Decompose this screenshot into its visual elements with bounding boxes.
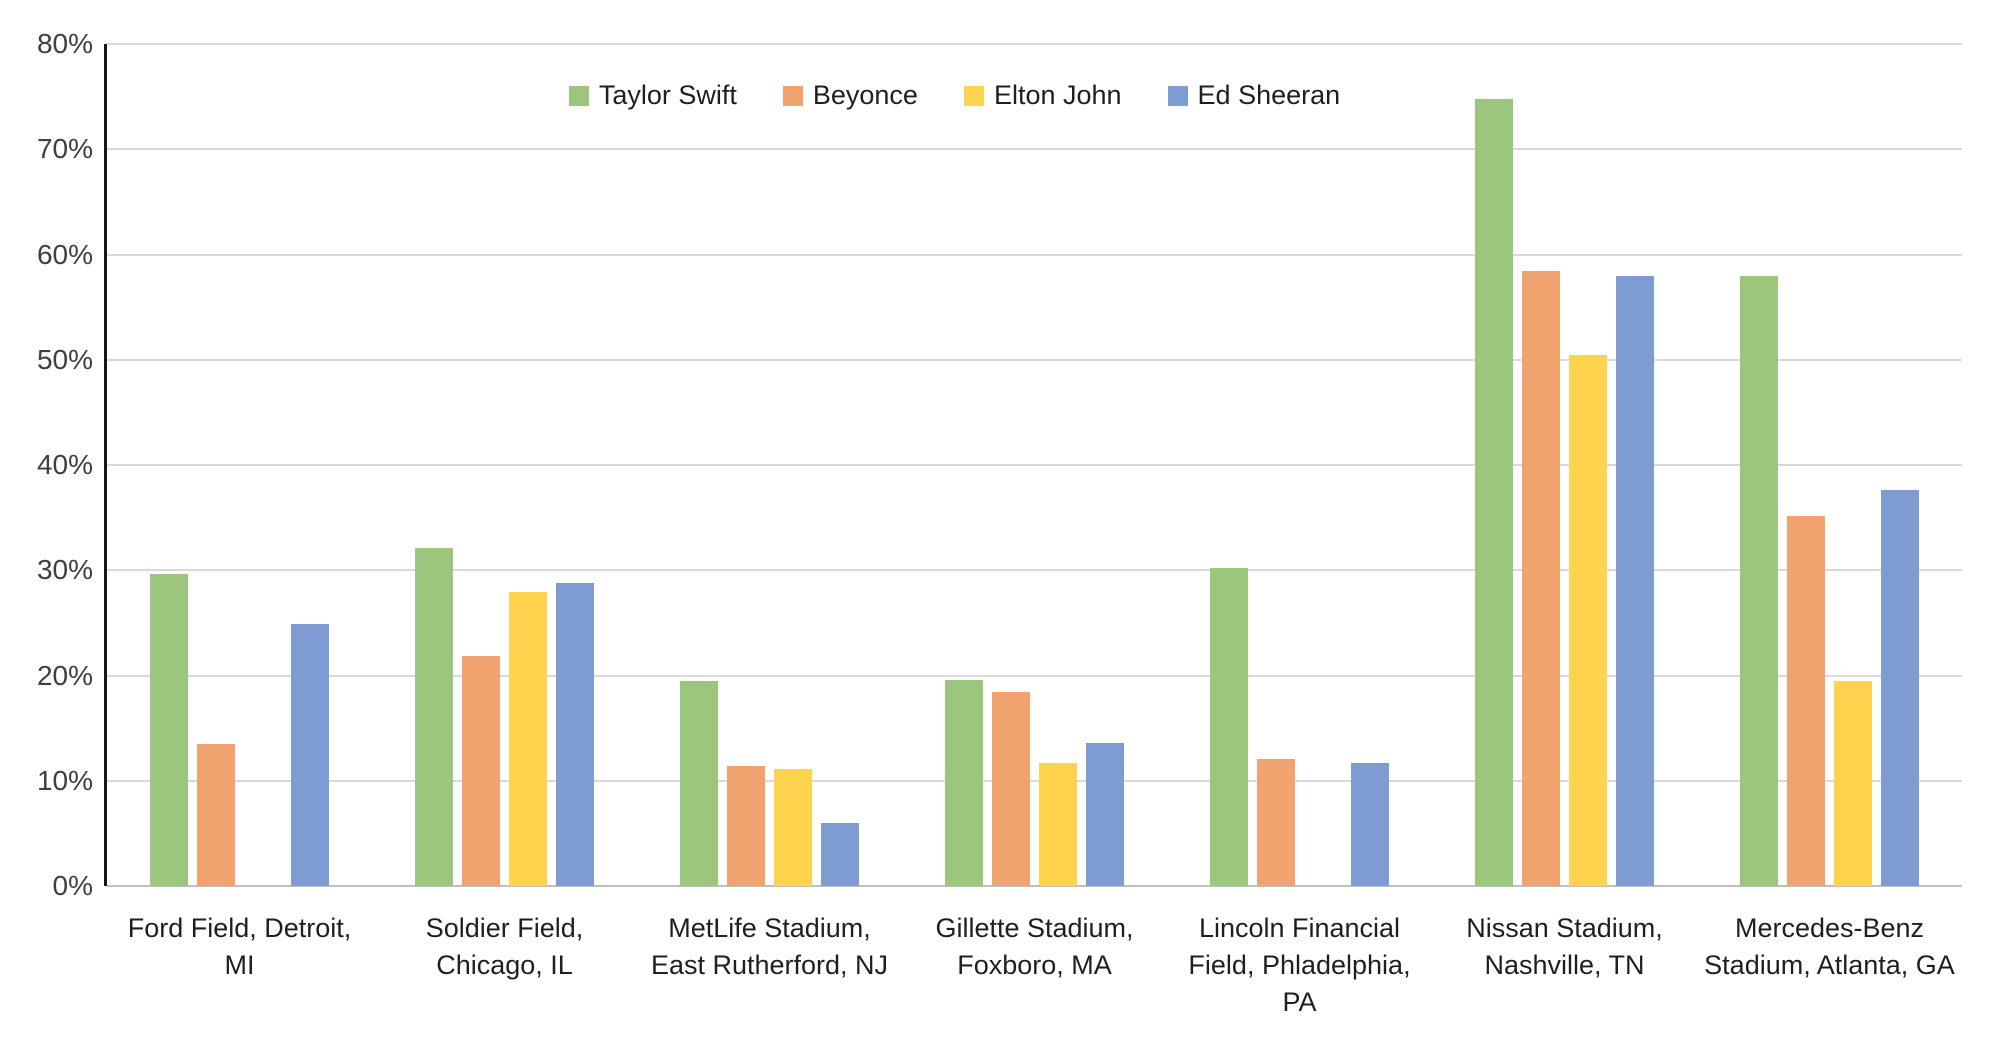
bar-elton-john-nissan-stadium-nashville-tn	[1569, 354, 1607, 886]
gridline-50pct	[107, 358, 1962, 361]
bar-taylor-swift-soldier-field-chicago-il	[415, 548, 453, 886]
gridline-0pct	[107, 885, 1962, 887]
bar-ed-sheeran-mercedes-benz-stadium-atlanta-ga	[1881, 490, 1919, 886]
bar-group-mercedes-benz-stadium-atlanta-ga	[1697, 44, 1962, 886]
gridline-20pct	[107, 674, 1962, 677]
legend-label-ed-sheeran: Ed Sheeran	[1197, 80, 1341, 110]
x-axis-label-ford-field-detroit-mi: Ford Field, Detroit, MI	[127, 913, 352, 980]
bar-group-ford-field-detroit-mi	[107, 44, 372, 886]
bar-group-gillette-stadium-foxboro-ma	[902, 44, 1167, 886]
bar-group-lincoln-financial-field-phladelphia-pa	[1167, 44, 1432, 886]
x-axis-label-nissan-stadium-nashville-tn: Nissan Stadium, Nashville, TN	[1466, 913, 1663, 980]
bar-beyonce-nissan-stadium-nashville-tn	[1522, 271, 1560, 886]
bar-beyonce-soldier-field-chicago-il	[462, 655, 500, 886]
legend-item-elton-john: Elton John	[963, 80, 1122, 111]
bar-ed-sheeran-lincoln-financial-field-phladelphia-pa	[1351, 762, 1389, 886]
plot-area: 0% 10% 20% 30% 40% 50% 60% 70% 80%	[37, 30, 1962, 900]
bar-group-nissan-stadium-nashville-tn	[1432, 44, 1697, 886]
gridline-60pct	[107, 253, 1962, 256]
bar-ed-sheeran-metlife-stadium-east-rutherford-nj	[821, 822, 859, 886]
bar-ed-sheeran-ford-field-detroit-mi	[291, 623, 329, 886]
y-tick-label-0pct: 0%	[52, 870, 93, 901]
x-axis-label-gillette-stadium-foxboro-ma: Gillette Stadium, Foxboro, MA	[935, 913, 1134, 980]
x-axis-label-lincoln-financial-field-phladelphia-pa: Lincoln Financial Field, Phladelphia, PA	[1188, 913, 1411, 1017]
bar-ed-sheeran-gillette-stadium-foxboro-ma	[1086, 742, 1124, 886]
bar-beyonce-gillette-stadium-foxboro-ma	[992, 692, 1030, 886]
y-axis-line	[104, 44, 107, 886]
legend-item-taylor-swift: Taylor Swift	[568, 80, 737, 111]
legend-item-beyonce: Beyonce	[782, 80, 918, 111]
bar-taylor-swift-ford-field-detroit-mi	[150, 574, 188, 886]
legend-label-taylor-swift: Taylor Swift	[598, 80, 737, 110]
bar-taylor-swift-gillette-stadium-foxboro-ma	[945, 679, 983, 886]
bar-beyonce-ford-field-detroit-mi	[197, 743, 235, 886]
bar-elton-john-gillette-stadium-foxboro-ma	[1039, 762, 1077, 886]
y-tick-label-30pct: 30%	[36, 554, 93, 586]
bar-ed-sheeran-nissan-stadium-nashville-tn	[1616, 275, 1654, 886]
bar-group-metlife-stadium-east-rutherford-nj	[637, 44, 902, 886]
bar-beyonce-lincoln-financial-field-phladelphia-pa	[1257, 758, 1295, 886]
bar-beyonce-metlife-stadium-east-rutherford-nj	[727, 766, 765, 886]
legend-swatch-icon-ed-sheeran	[1167, 85, 1188, 106]
y-tick-label-50pct: 50%	[36, 343, 93, 375]
gridline-30pct	[107, 569, 1962, 572]
x-axis-label-metlife-stadium-east-rutherford-nj: MetLife Stadium, East Rutherford, NJ	[650, 913, 889, 980]
bar-taylor-swift-lincoln-financial-field-phladelphia-pa	[1210, 568, 1248, 886]
legend-label-beyonce: Beyonce	[812, 80, 918, 110]
y-tick-label-80pct: 80%	[36, 28, 93, 59]
y-tick-label-40pct: 40%	[36, 449, 93, 480]
bar-ed-sheeran-soldier-field-chicago-il	[556, 582, 594, 886]
bar-group-soldier-field-chicago-il	[372, 44, 637, 886]
bar-elton-john-mercedes-benz-stadium-atlanta-ga	[1834, 680, 1872, 886]
bar-beyonce-mercedes-benz-stadium-atlanta-ga	[1787, 515, 1825, 886]
y-tick-label-60pct: 60%	[36, 238, 93, 270]
y-tick-label-20pct: 20%	[36, 659, 93, 691]
legend-swatch-icon-elton-john	[963, 85, 984, 106]
legend-swatch-icon-taylor-swift	[568, 85, 589, 106]
legend-item-ed-sheeran: Ed Sheeran	[1167, 80, 1341, 111]
x-axis-label-soldier-field-chicago-il: Soldier Field, Chicago, IL	[425, 913, 584, 980]
chart-legend: Taylor Swift Beyonce Elton John Ed Sheeran	[107, 80, 1802, 111]
gridline-80pct	[107, 43, 1962, 45]
bar-elton-john-soldier-field-chicago-il	[509, 592, 547, 886]
bar-taylor-swift-mercedes-benz-stadium-atlanta-ga	[1740, 275, 1778, 886]
x-axis-label-mercedes-benz-stadium-atlanta-ga: Mercedes-Benz Stadium, Atlanta, GA	[1704, 913, 1955, 980]
bar-taylor-swift-nissan-stadium-nashville-tn	[1475, 98, 1513, 886]
bar-taylor-swift-metlife-stadium-east-rutherford-nj	[680, 680, 718, 886]
legend-label-elton-john: Elton John	[993, 80, 1122, 110]
gridline-10pct	[107, 779, 1962, 782]
gridline-40pct	[107, 464, 1962, 466]
x-axis-labels: Ford Field, Detroit, MI Soldier Field, Ch…	[107, 910, 1962, 1040]
gridline-70pct	[107, 148, 1962, 151]
legend-swatch-icon-beyonce	[782, 85, 803, 106]
bar-elton-john-metlife-stadium-east-rutherford-nj	[774, 769, 812, 886]
y-tick-label-10pct: 10%	[36, 764, 93, 796]
y-tick-label-70pct: 70%	[36, 133, 93, 165]
